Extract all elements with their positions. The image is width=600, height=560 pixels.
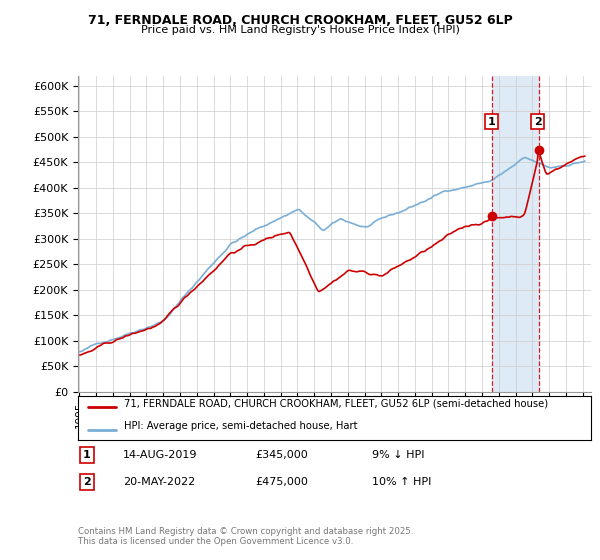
Text: £475,000: £475,000 [255,477,308,487]
Text: 1: 1 [83,450,91,460]
Text: 71, FERNDALE ROAD, CHURCH CROOKHAM, FLEET, GU52 6LP: 71, FERNDALE ROAD, CHURCH CROOKHAM, FLEE… [88,14,512,27]
Text: Contains HM Land Registry data © Crown copyright and database right 2025.
This d: Contains HM Land Registry data © Crown c… [78,526,413,546]
Text: 1: 1 [488,116,496,127]
Text: 20-MAY-2022: 20-MAY-2022 [123,477,195,487]
Text: 2: 2 [83,477,91,487]
Text: £345,000: £345,000 [255,450,308,460]
Text: 9% ↓ HPI: 9% ↓ HPI [372,450,425,460]
Text: 14-AUG-2019: 14-AUG-2019 [123,450,197,460]
Text: 2: 2 [534,116,542,127]
Text: Price paid vs. HM Land Registry's House Price Index (HPI): Price paid vs. HM Land Registry's House … [140,25,460,35]
Text: 71, FERNDALE ROAD, CHURCH CROOKHAM, FLEET, GU52 6LP (semi-detached house): 71, FERNDALE ROAD, CHURCH CROOKHAM, FLEE… [124,399,548,409]
Text: HPI: Average price, semi-detached house, Hart: HPI: Average price, semi-detached house,… [124,422,358,431]
Bar [493,76,539,392]
Text: 10% ↑ HPI: 10% ↑ HPI [372,477,431,487]
